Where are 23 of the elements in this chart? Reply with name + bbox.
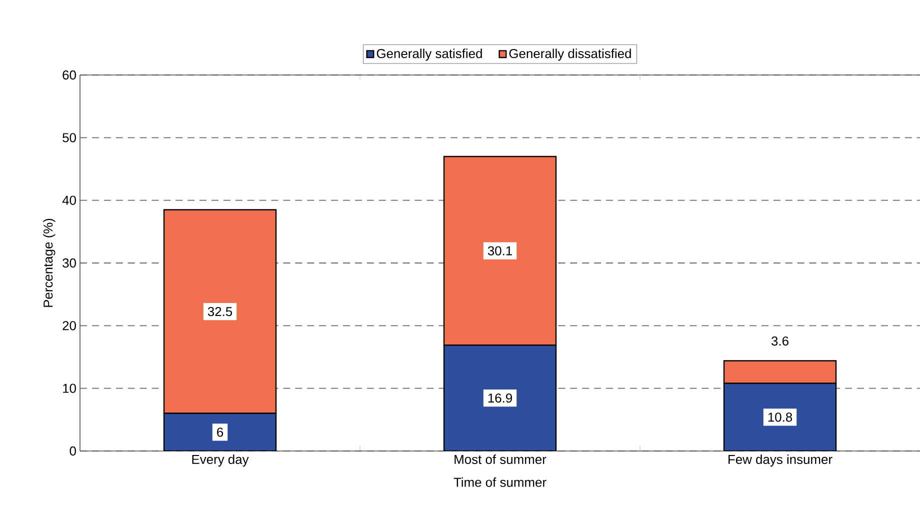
data-label: 3.6: [772, 336, 788, 346]
y-tick-label: 10: [63, 384, 76, 393]
data-label: 6: [217, 428, 224, 437]
y-tick-label: 60: [62, 70, 76, 80]
data-label: 16.9: [488, 393, 512, 403]
legend-label: Generally dissatisfied: [509, 48, 631, 61]
bar: [443, 344, 557, 451]
bar: [723, 382, 837, 451]
legend-label: Generally satisfied: [376, 48, 482, 61]
data-label: 32.5: [208, 306, 232, 316]
x-tick-label: Few days insumer: [728, 454, 832, 467]
data-label: 10.8: [768, 412, 792, 422]
x-tick-label: Most of summer: [454, 454, 546, 464]
data-label: 30.1: [488, 246, 512, 256]
x-axis-title: Time of summer: [454, 477, 546, 487]
x-tick-label: Every day: [192, 454, 249, 467]
y-axis-title: Percentage (%): [43, 218, 56, 307]
y-tick-label: 20: [62, 321, 76, 330]
y-tick-label: 0: [70, 446, 76, 456]
y-tick-label: 40: [62, 196, 76, 205]
y-tick-label: 30: [62, 258, 76, 268]
y-tick-label: 50: [62, 133, 76, 142]
bar: [163, 412, 277, 451]
